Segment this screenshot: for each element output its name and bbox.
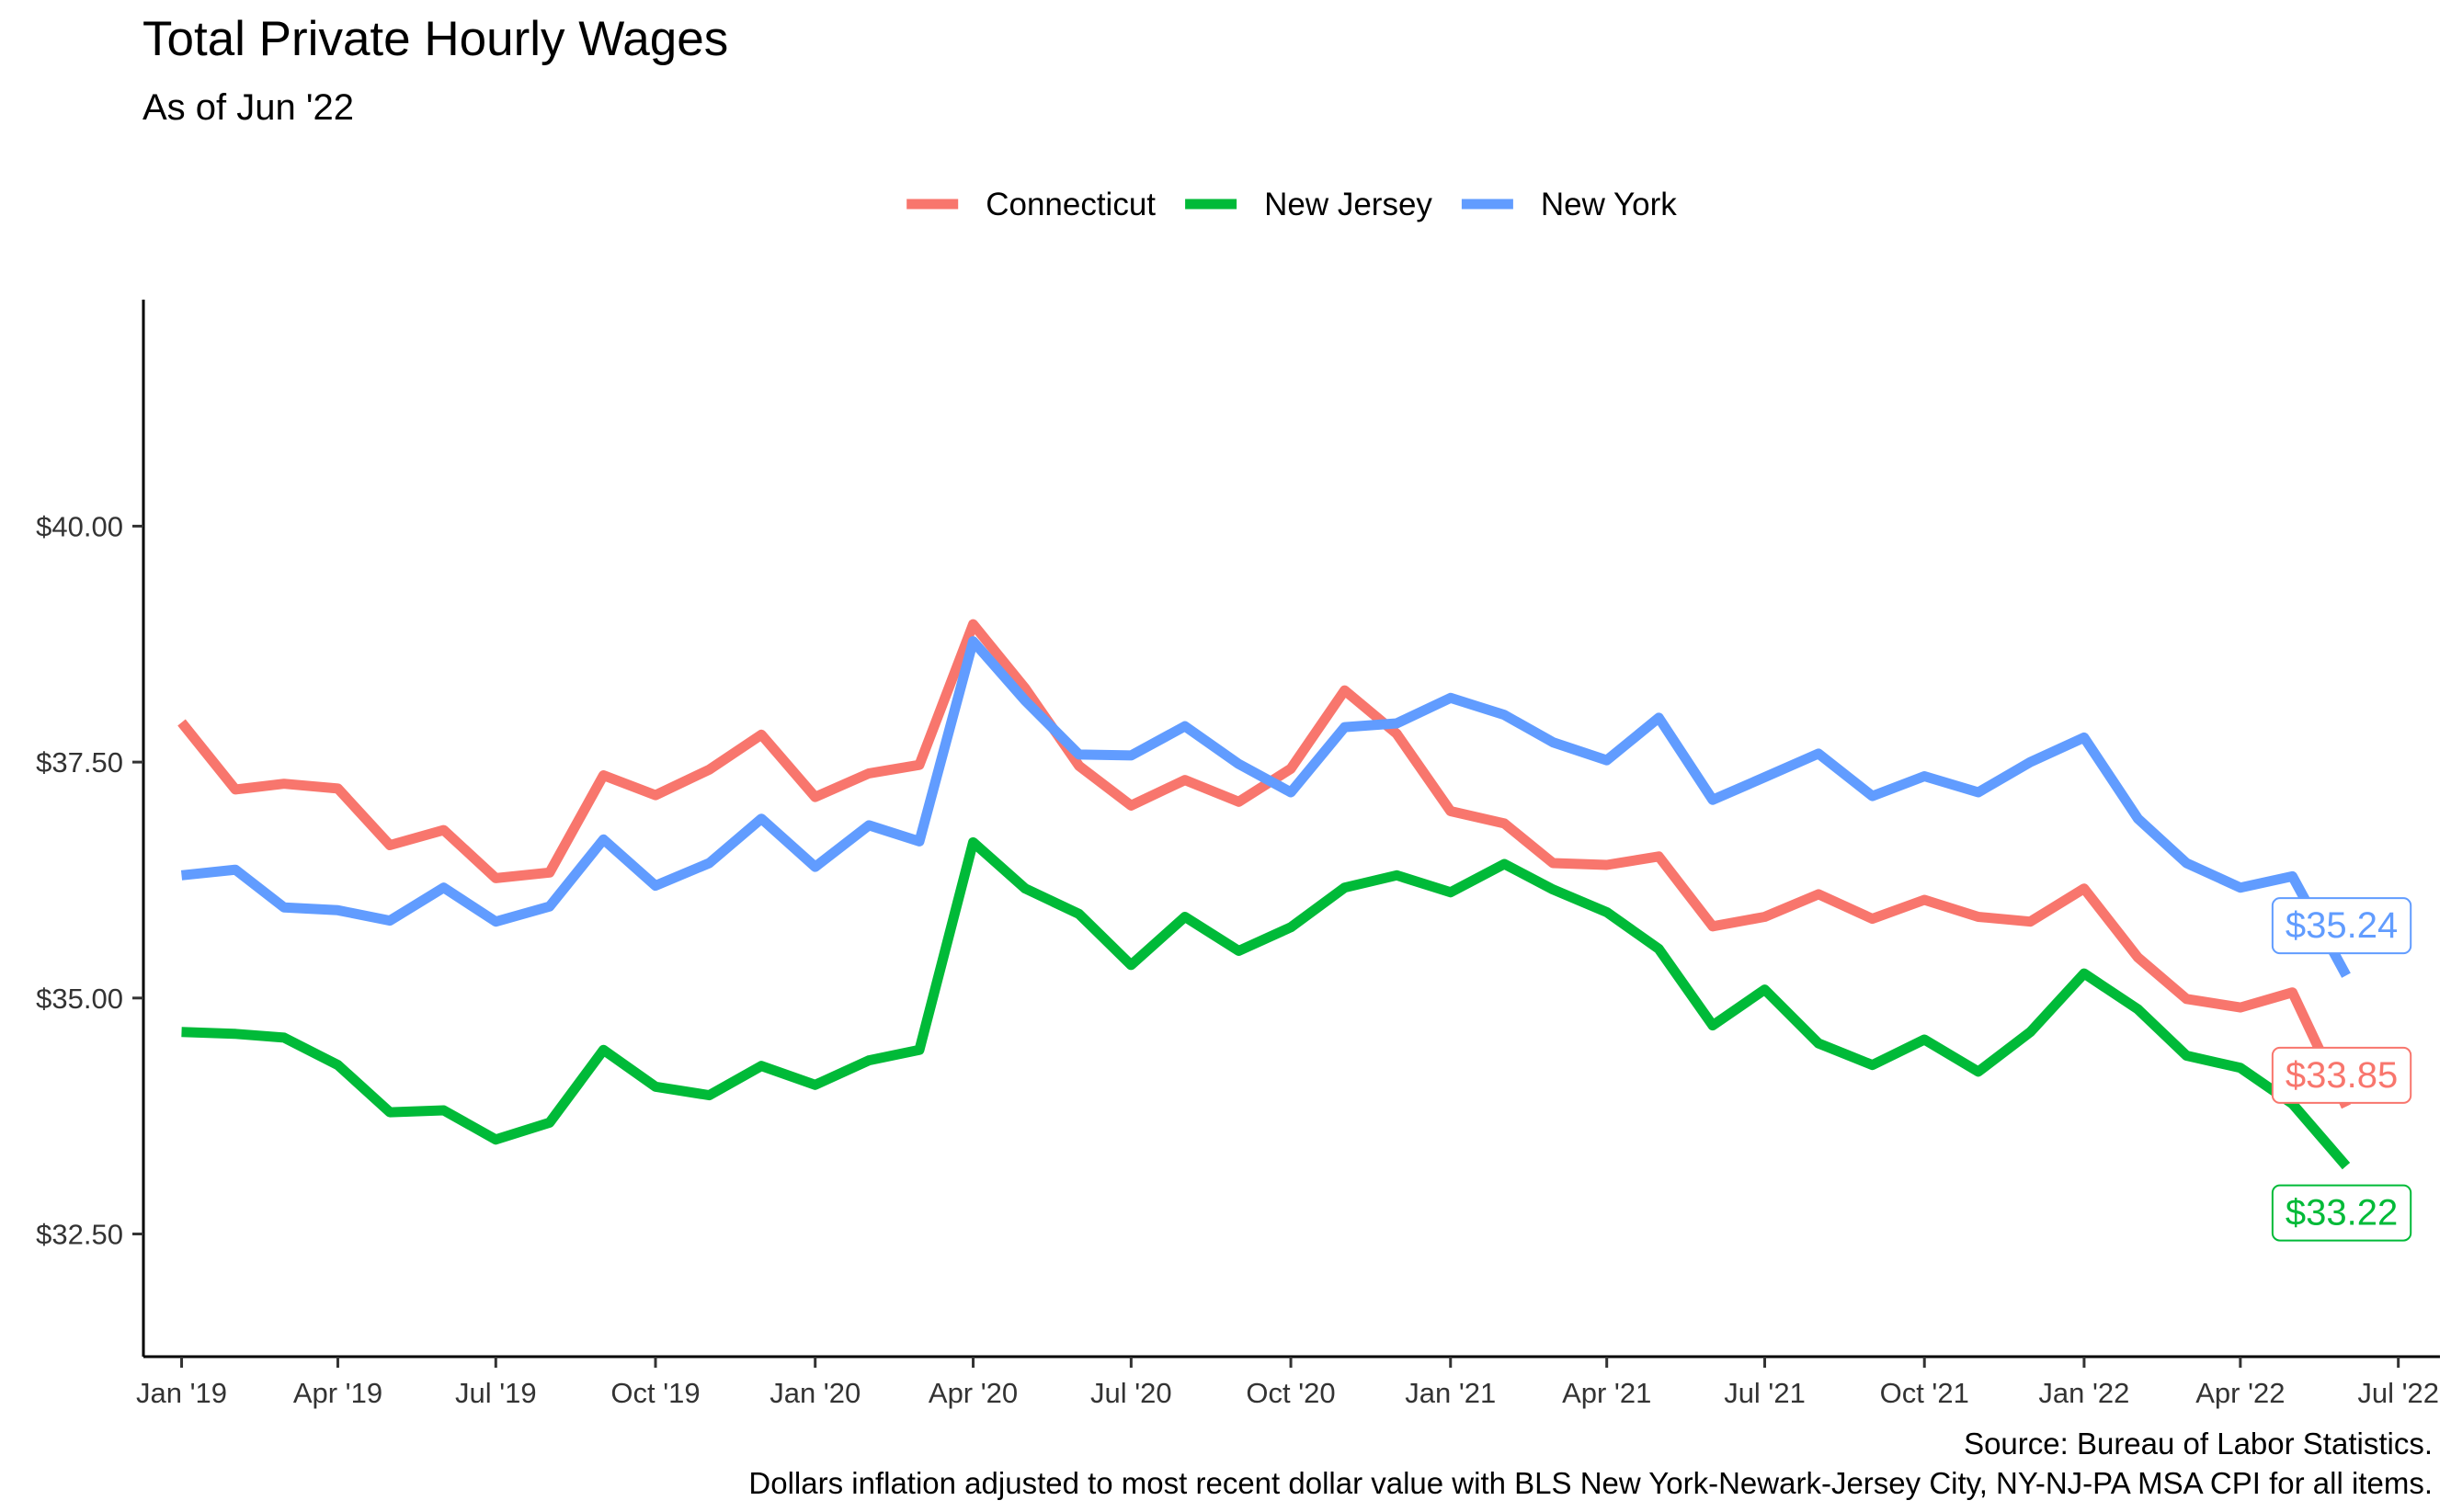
x-tick-label: Jan '21 [1405, 1377, 1496, 1409]
y-axis-ticks: $32.50 $35.00 $37.50 $40.00 [36, 510, 143, 1251]
x-tick-label: Apr '22 [2195, 1377, 2285, 1409]
chart-title: Total Private Hourly Wages [142, 12, 728, 66]
y-tick-label: $35.00 [36, 983, 123, 1015]
x-tick-label: Oct '19 [610, 1377, 700, 1409]
end-label-value: $33.85 [2286, 1055, 2398, 1096]
x-tick-label: Apr '20 [929, 1377, 1018, 1409]
x-tick-label: Oct '21 [1880, 1377, 1969, 1409]
series-lines [177, 619, 2351, 1170]
legend: Connecticut New Jersey New York [906, 187, 1677, 222]
series-line-connecticut [177, 619, 2351, 1109]
legend-item-connecticut: Connecticut [906, 187, 1156, 222]
x-tick-label: Jan '22 [2038, 1377, 2129, 1409]
legend-label: Connecticut [986, 187, 1156, 222]
legend-item-new-york: New York [1461, 187, 1677, 222]
x-tick-label: Apr '21 [1562, 1377, 1651, 1409]
end-label-box [2271, 1046, 2412, 1104]
end-labels: $33.85 $33.22 $35.24 [2271, 897, 2412, 1242]
y-tick-label: $40.00 [36, 510, 123, 542]
legend-item-new-jersey: New Jersey [1185, 187, 1432, 222]
legend-label: New York [1541, 187, 1677, 222]
y-tick-label: $32.50 [36, 1219, 123, 1251]
x-tick-label: Jul '22 [2357, 1377, 2439, 1409]
x-tick-label: Jul '20 [1090, 1377, 1172, 1409]
x-axis-ticks: Jan '19 Apr '19 Jul '19 Oct '19 Jan '20 Apr '… [136, 1357, 2439, 1409]
x-tick-label: Jul '21 [1724, 1377, 1806, 1409]
end-label-new-york: $35.24 [2271, 897, 2412, 955]
end-label-value: $33.22 [2286, 1193, 2398, 1233]
end-label-box [2271, 897, 2412, 955]
caption-note: Dollars inflation adjusted to most recen… [748, 1466, 2433, 1500]
y-tick-label: $37.50 [36, 746, 123, 779]
plot-area: $33.85 $33.22 $35.24 Jan '19 Apr '19 Jul '19… [36, 300, 2440, 1409]
end-label-value: $35.24 [2286, 905, 2398, 946]
series-line-new-jersey [181, 836, 2351, 1170]
x-tick-label: Jan '20 [770, 1377, 861, 1409]
end-label-box [2271, 1184, 2412, 1242]
x-tick-label: Jan '19 [136, 1377, 227, 1409]
x-tick-label: Jul '19 [455, 1377, 537, 1409]
series-line-new-york [180, 636, 2351, 978]
x-tick-label: Oct '20 [1246, 1377, 1335, 1409]
x-tick-label: Apr '19 [293, 1377, 382, 1409]
chart-subtitle: As of Jun '22 [142, 87, 354, 128]
legend-label: New Jersey [1264, 187, 1432, 222]
end-label-new-jersey: $33.22 [2271, 1184, 2412, 1242]
caption-source: Source: Bureau of Labor Statistics. [1964, 1427, 2433, 1461]
end-label-connecticut: $33.85 [2271, 1046, 2412, 1104]
